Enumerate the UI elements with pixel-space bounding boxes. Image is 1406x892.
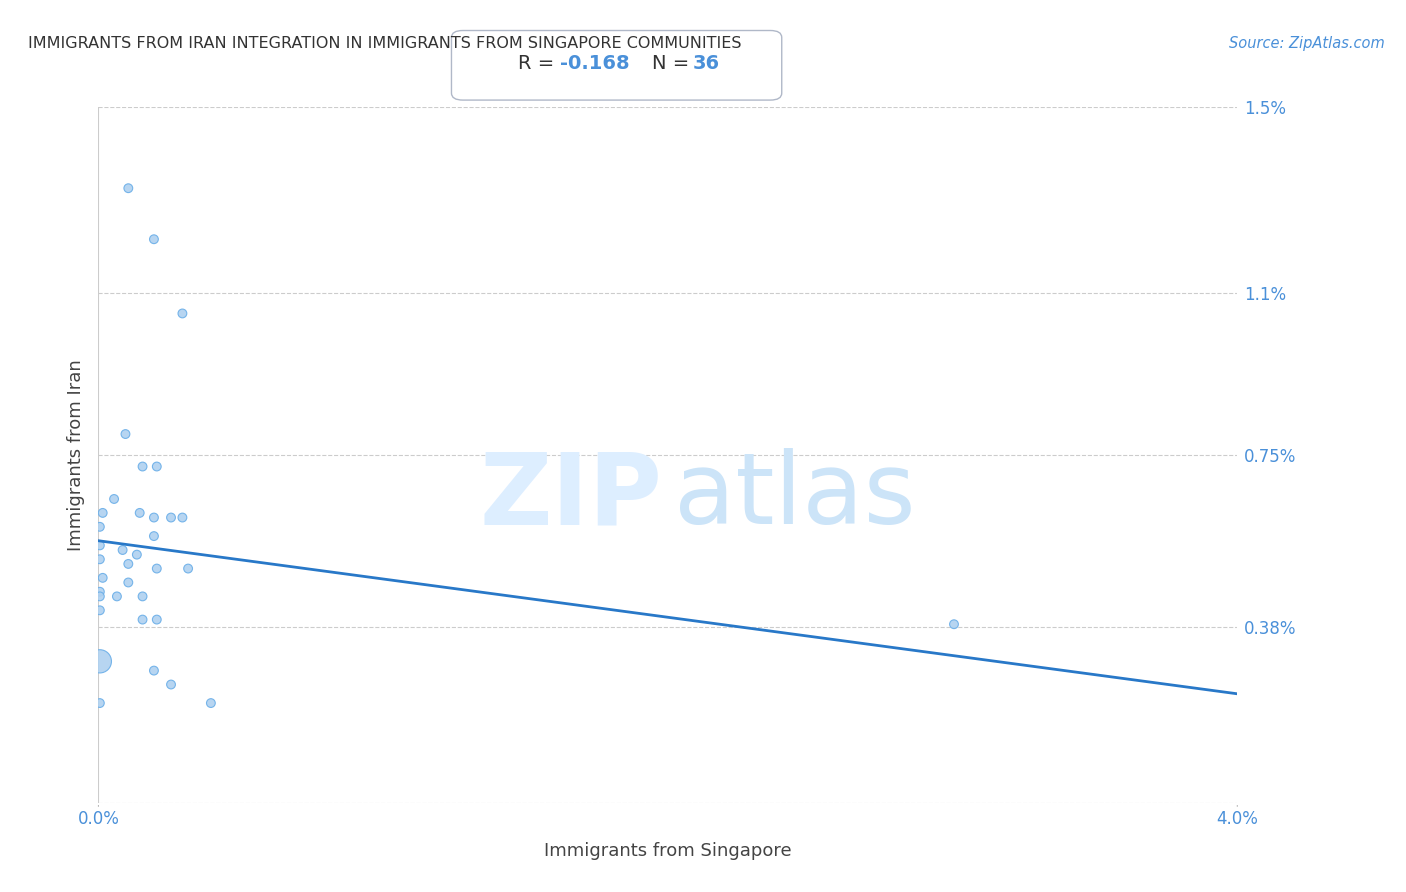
Point — [142, 664, 165, 678]
Point — [160, 677, 183, 691]
Point — [128, 506, 150, 520]
Point — [142, 529, 165, 543]
Point — [131, 613, 153, 627]
Point — [117, 181, 139, 195]
Point — [89, 603, 111, 617]
Point — [89, 654, 111, 668]
Point — [91, 571, 114, 585]
Point — [200, 696, 222, 710]
Point — [142, 510, 165, 524]
Point — [125, 548, 148, 562]
Point — [89, 520, 111, 534]
X-axis label: Immigrants from Singapore: Immigrants from Singapore — [544, 842, 792, 860]
Point — [103, 491, 125, 506]
Point — [172, 306, 194, 320]
Point — [105, 590, 128, 604]
Text: 36: 36 — [693, 54, 720, 73]
Point — [146, 459, 169, 474]
Point — [131, 590, 153, 604]
Point — [89, 552, 111, 566]
Text: R =: R = — [517, 54, 560, 73]
Point — [177, 561, 200, 575]
Point — [943, 617, 966, 632]
Point — [114, 427, 136, 442]
Text: atlas: atlas — [673, 448, 915, 545]
Point — [146, 561, 169, 575]
Point — [160, 510, 183, 524]
Text: N =: N = — [652, 54, 696, 73]
Point — [142, 232, 165, 246]
Point — [91, 506, 114, 520]
Text: -0.168: -0.168 — [560, 54, 630, 73]
Point — [117, 557, 139, 571]
Point — [89, 538, 111, 552]
Point — [89, 584, 111, 599]
Text: IMMIGRANTS FROM IRAN INTEGRATION IN IMMIGRANTS FROM SINGAPORE COMMUNITIES: IMMIGRANTS FROM IRAN INTEGRATION IN IMMI… — [28, 36, 741, 51]
FancyBboxPatch shape — [451, 30, 782, 100]
Point — [111, 543, 134, 558]
Y-axis label: Immigrants from Iran: Immigrants from Iran — [66, 359, 84, 550]
Point — [89, 696, 111, 710]
Point — [131, 459, 153, 474]
Point — [117, 575, 139, 590]
Text: ZIP: ZIP — [479, 448, 662, 545]
Text: Source: ZipAtlas.com: Source: ZipAtlas.com — [1229, 36, 1385, 51]
Point — [89, 590, 111, 604]
Point — [172, 510, 194, 524]
Point — [146, 613, 169, 627]
